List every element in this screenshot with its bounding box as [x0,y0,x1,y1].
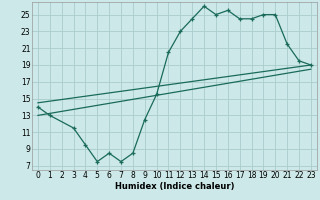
X-axis label: Humidex (Indice chaleur): Humidex (Indice chaleur) [115,182,234,191]
